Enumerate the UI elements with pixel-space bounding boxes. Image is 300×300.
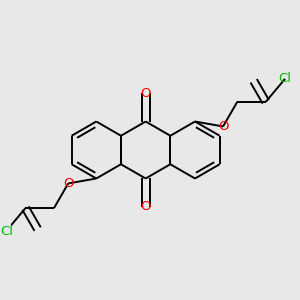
Text: O: O: [140, 86, 151, 100]
Text: Cl: Cl: [278, 72, 292, 86]
Text: O: O: [63, 177, 74, 190]
Text: O: O: [218, 120, 228, 133]
Text: Cl: Cl: [0, 224, 13, 238]
Text: O: O: [140, 200, 151, 214]
